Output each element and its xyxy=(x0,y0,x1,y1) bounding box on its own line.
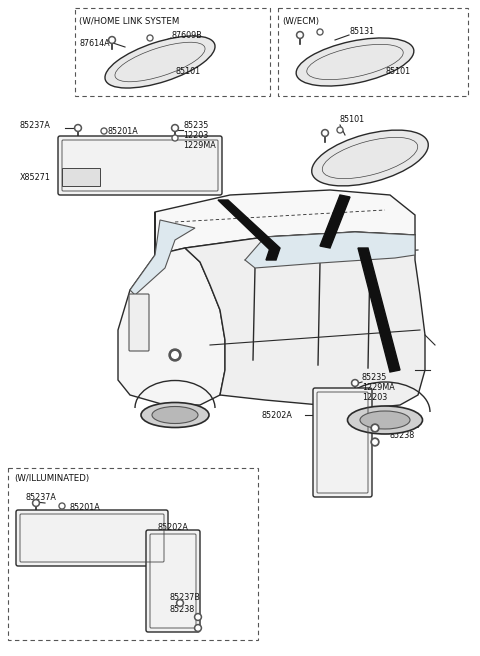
Text: 85202A: 85202A xyxy=(158,522,189,531)
Ellipse shape xyxy=(105,36,215,88)
Circle shape xyxy=(194,625,202,632)
Text: 12203: 12203 xyxy=(362,394,387,403)
Circle shape xyxy=(323,131,327,135)
Text: (W/HOME LINK SYSTEM: (W/HOME LINK SYSTEM xyxy=(79,17,180,26)
Text: 85101: 85101 xyxy=(175,68,200,77)
Text: 85237A: 85237A xyxy=(20,121,51,131)
Text: 85202A: 85202A xyxy=(262,411,293,419)
Circle shape xyxy=(351,380,359,386)
FancyBboxPatch shape xyxy=(146,530,200,632)
Text: 85131: 85131 xyxy=(350,28,375,37)
Polygon shape xyxy=(245,232,415,268)
Text: 85101: 85101 xyxy=(340,115,365,125)
Circle shape xyxy=(297,31,303,39)
Circle shape xyxy=(373,426,377,430)
Circle shape xyxy=(59,503,65,509)
Polygon shape xyxy=(218,200,280,250)
Ellipse shape xyxy=(141,403,209,428)
Circle shape xyxy=(172,135,178,141)
Circle shape xyxy=(33,499,39,506)
Text: 87614A: 87614A xyxy=(80,39,110,47)
Circle shape xyxy=(371,438,379,446)
Circle shape xyxy=(171,125,179,131)
Ellipse shape xyxy=(152,407,198,424)
Text: 85235: 85235 xyxy=(362,373,387,382)
Circle shape xyxy=(177,600,183,607)
Circle shape xyxy=(102,129,106,133)
Circle shape xyxy=(108,37,116,43)
Text: 85237B: 85237B xyxy=(170,594,201,602)
Polygon shape xyxy=(118,212,225,405)
Polygon shape xyxy=(320,195,350,248)
Circle shape xyxy=(173,136,177,140)
Circle shape xyxy=(338,129,342,132)
Circle shape xyxy=(178,601,182,605)
Circle shape xyxy=(337,127,343,133)
Ellipse shape xyxy=(360,411,410,429)
Circle shape xyxy=(169,349,181,361)
Text: 85238: 85238 xyxy=(390,432,415,440)
Polygon shape xyxy=(358,248,400,372)
Polygon shape xyxy=(266,248,280,260)
Text: 85238: 85238 xyxy=(170,605,195,615)
Polygon shape xyxy=(185,232,425,408)
Text: 85101: 85101 xyxy=(385,68,410,77)
Circle shape xyxy=(322,129,328,136)
Text: 85235: 85235 xyxy=(183,121,208,129)
Circle shape xyxy=(373,440,377,444)
FancyBboxPatch shape xyxy=(313,388,372,497)
FancyBboxPatch shape xyxy=(62,168,100,186)
Circle shape xyxy=(318,30,322,33)
Circle shape xyxy=(196,615,200,619)
Ellipse shape xyxy=(348,406,422,434)
Circle shape xyxy=(148,36,152,39)
Circle shape xyxy=(34,501,38,505)
Text: 85201A: 85201A xyxy=(70,502,101,512)
Ellipse shape xyxy=(312,130,428,186)
Circle shape xyxy=(353,381,357,385)
Circle shape xyxy=(74,125,82,131)
Polygon shape xyxy=(155,190,415,255)
Circle shape xyxy=(173,126,177,130)
Circle shape xyxy=(172,352,178,358)
Text: 1229MA: 1229MA xyxy=(183,142,216,150)
Circle shape xyxy=(101,128,107,134)
FancyBboxPatch shape xyxy=(129,294,149,351)
Circle shape xyxy=(196,626,200,630)
FancyBboxPatch shape xyxy=(58,136,222,195)
Circle shape xyxy=(317,29,323,35)
FancyBboxPatch shape xyxy=(16,510,168,566)
Text: X85271: X85271 xyxy=(20,173,51,182)
Circle shape xyxy=(194,613,202,621)
Circle shape xyxy=(298,33,302,37)
Text: (W/ECM): (W/ECM) xyxy=(282,17,319,26)
Text: (W/ILLUMINATED): (W/ILLUMINATED) xyxy=(14,474,89,483)
Text: 1229MA: 1229MA xyxy=(362,384,395,392)
Circle shape xyxy=(76,126,80,130)
Text: 12203: 12203 xyxy=(183,131,208,140)
Text: 87609B: 87609B xyxy=(172,31,203,41)
Text: 85201A: 85201A xyxy=(108,127,139,136)
Text: 85237A: 85237A xyxy=(25,493,56,502)
Circle shape xyxy=(147,35,153,41)
Ellipse shape xyxy=(296,38,414,86)
Circle shape xyxy=(60,504,64,508)
Circle shape xyxy=(371,424,379,432)
Circle shape xyxy=(110,38,114,42)
Polygon shape xyxy=(130,220,195,295)
Text: 85237B: 85237B xyxy=(390,420,421,430)
